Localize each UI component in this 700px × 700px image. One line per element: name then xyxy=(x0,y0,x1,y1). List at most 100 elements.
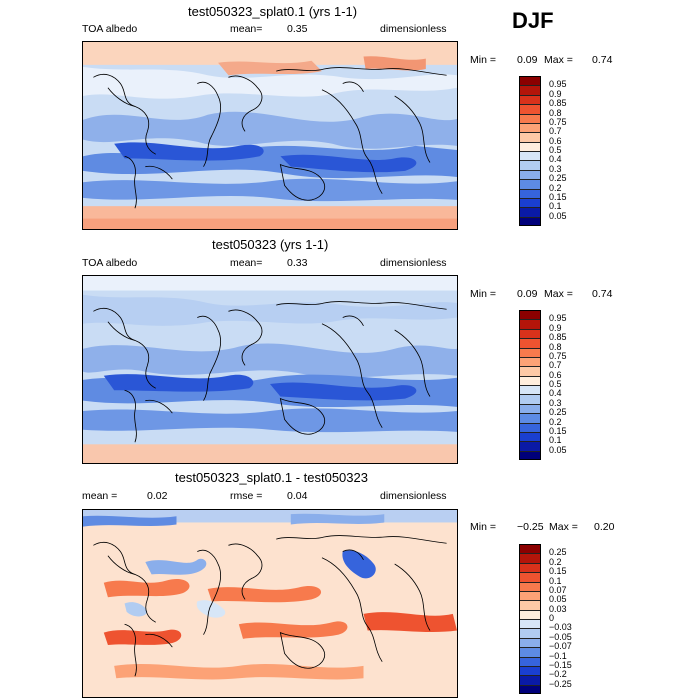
panel2-mean-value: 0.33 xyxy=(287,257,308,269)
colorbar-tick-label: 0.6 xyxy=(549,369,562,380)
colorbar-segment xyxy=(520,142,540,152)
colorbar-segment xyxy=(520,423,540,433)
panel3-title: test050323_splat0.1 - test050323 xyxy=(175,470,368,485)
panel3-mean-label: mean = xyxy=(82,490,118,502)
panel2-mean-label: mean= xyxy=(230,257,263,269)
colorbar-segment xyxy=(520,591,540,602)
panel1-map xyxy=(82,41,458,230)
colorbar-tick-label: 0.6 xyxy=(549,135,562,146)
colorbar-tick-label: 0.75 xyxy=(549,350,567,361)
colorbar-segment xyxy=(520,395,540,405)
colorbar-tick-label: 0.05 xyxy=(549,444,567,455)
colorbar-segment xyxy=(520,638,540,649)
colorbar-segment xyxy=(520,95,540,106)
panel1-variable-label: TOA albedo xyxy=(82,23,138,35)
colorbar-segment xyxy=(520,563,540,574)
colorbar-segment xyxy=(520,339,540,349)
colorbar-segment xyxy=(520,311,540,321)
panel3-units: dimensionless xyxy=(380,490,447,502)
season-label: DJF xyxy=(512,8,554,33)
colorbar-tick-label: 0.75 xyxy=(549,116,567,127)
colorbar-segment xyxy=(520,629,540,639)
colorbar-tick-label: 0.15 xyxy=(549,191,567,202)
colorbar-tick-label: 0.25 xyxy=(549,547,567,558)
colorbar-tick-label: 0.9 xyxy=(549,322,562,333)
colorbar-tick-label: 0.03 xyxy=(549,603,567,614)
colorbar-tick-label: −0.07 xyxy=(549,641,572,652)
colorbar-segment xyxy=(520,676,540,686)
panel3-colorbar xyxy=(519,544,541,694)
colorbar-tick-label: 0.4 xyxy=(549,388,562,399)
colorbar-tick-label: 0.1 xyxy=(549,575,562,586)
panel1-units: dimensionless xyxy=(380,23,447,35)
colorbar-tick-label: 0.1 xyxy=(549,435,562,446)
colorbar-segment xyxy=(520,208,540,218)
colorbar-segment xyxy=(520,620,540,630)
panel1-mean-label: mean= xyxy=(230,23,263,35)
panel3-rmse-value: 0.04 xyxy=(287,490,308,502)
colorbar-tick-label: 0.2 xyxy=(549,182,562,193)
colorbar-tick-label: 0.9 xyxy=(549,88,562,99)
panel3-min-label: Min = xyxy=(470,521,496,533)
colorbar-segment xyxy=(520,180,540,190)
colorbar-segment xyxy=(520,376,540,386)
colorbar-segment xyxy=(520,657,540,667)
colorbar-tick-label: 0.15 xyxy=(549,566,567,577)
panel2-colorbar xyxy=(519,310,541,460)
colorbar-tick-label: 0.2 xyxy=(549,556,562,567)
colorbar-segment xyxy=(520,367,540,377)
colorbar-segment xyxy=(520,432,540,443)
colorbar-segment xyxy=(520,133,540,143)
panel3-min-value: −0.25 xyxy=(517,521,544,533)
panel1-map-plot xyxy=(83,42,457,229)
colorbar-segment xyxy=(520,601,540,611)
panel3-max-value: 0.20 xyxy=(594,521,615,533)
colorbar-segment xyxy=(520,442,540,452)
colorbar-tick-label: 0.2 xyxy=(549,416,562,427)
colorbar-tick-label: −0.05 xyxy=(549,631,572,642)
colorbar-tick-label: 0.4 xyxy=(549,154,562,165)
colorbar-tick-label: 0.8 xyxy=(549,107,562,118)
panel1-min-label: Min = xyxy=(470,54,496,66)
colorbar-segment xyxy=(520,348,540,358)
colorbar-tick-label: 0.5 xyxy=(549,145,562,155)
panel1-min-value: 0.09 xyxy=(517,54,538,66)
colorbar-segment xyxy=(520,451,540,459)
panel3-map-plot xyxy=(83,510,457,697)
colorbar-tick-label: −0.03 xyxy=(549,622,572,633)
panel2-map-plot xyxy=(83,276,457,463)
colorbar-segment xyxy=(520,329,540,340)
colorbar-segment xyxy=(520,648,540,658)
colorbar-tick-label: 0.15 xyxy=(549,425,567,436)
panel2-min-value: 0.09 xyxy=(517,288,538,300)
colorbar-segment xyxy=(520,123,540,134)
panel1-max-value: 0.74 xyxy=(592,54,613,66)
colorbar-tick-label: 0 xyxy=(549,613,555,623)
colorbar-segment xyxy=(520,554,540,564)
colorbar-segment xyxy=(520,386,540,396)
colorbar-segment xyxy=(520,217,540,225)
colorbar-tick-label: 0.05 xyxy=(549,594,567,605)
colorbar-segment xyxy=(520,105,540,115)
colorbar-segment xyxy=(520,77,540,87)
colorbar-tick-label: 0.05 xyxy=(549,210,567,221)
panel1-title: test050323_splat0.1 (yrs 1-1) xyxy=(188,4,358,19)
colorbar-tick-label: 0.8 xyxy=(549,341,562,352)
panel1-mean-value: 0.35 xyxy=(287,23,308,35)
panel2-units: dimensionless xyxy=(380,257,447,269)
colorbar-segment xyxy=(520,86,540,96)
colorbar-segment xyxy=(520,582,540,592)
panel1-colorbar xyxy=(519,76,541,226)
colorbar-tick-label: −0.1 xyxy=(549,650,567,661)
panel2-max-value: 0.74 xyxy=(592,288,613,300)
colorbar-tick-label: 0.3 xyxy=(549,163,562,174)
colorbar-tick-label: 0.95 xyxy=(549,313,567,324)
colorbar-tick-label: 0.07 xyxy=(549,584,567,595)
colorbar-segment xyxy=(520,573,540,583)
colorbar-tick-label: 0.5 xyxy=(549,379,562,389)
colorbar-tick-label: 0.85 xyxy=(549,98,567,109)
colorbar-segment xyxy=(520,320,540,330)
panel3-max-label: Max = xyxy=(549,521,578,533)
colorbar-tick-label: −0.15 xyxy=(549,659,572,670)
colorbar-segment xyxy=(520,666,540,677)
